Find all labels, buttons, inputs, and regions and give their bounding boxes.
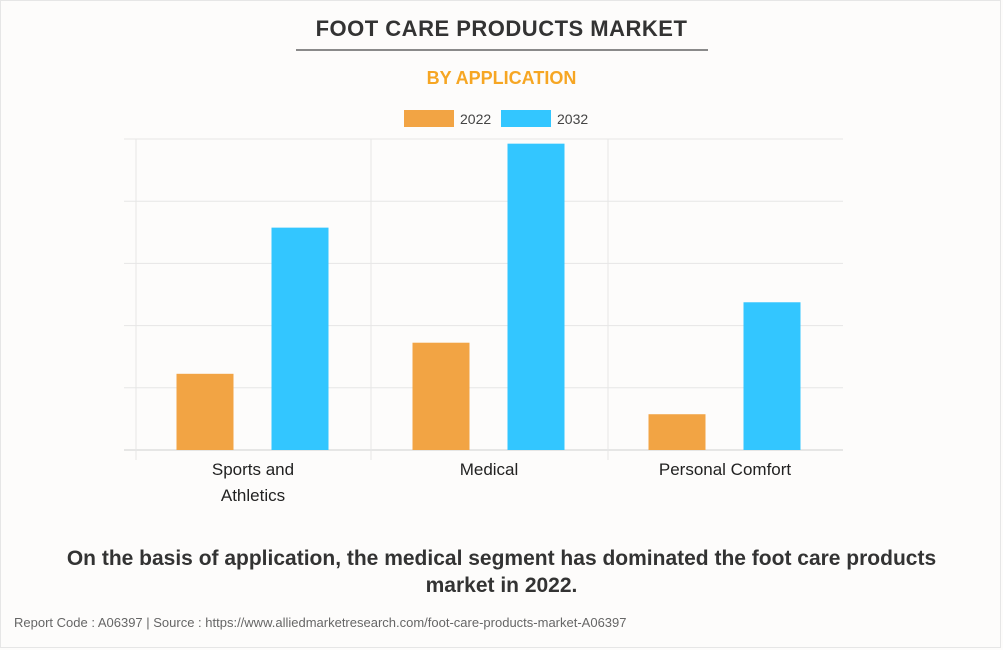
chart-caption: On the basis of application, the medical… [66,547,937,597]
x-tick-label: Personal Comfort [659,460,792,479]
bar-2032-0 [271,227,329,450]
chart-title: FOOT CARE PRODUCTS MARKET [315,16,688,41]
legend-label-2022: 2022 [460,111,491,127]
x-tick-label: Medical [460,460,519,479]
legend-label-2032: 2032 [557,111,588,127]
chart-subtitle: BY APPLICATION [426,68,577,88]
legend-swatch-2032 [501,110,551,127]
source-note: Report Code : A06397 | Source : https://… [14,615,627,630]
title-underline [296,49,708,51]
bar-2022-1 [412,342,470,450]
bar-2022-2 [648,414,706,450]
x-tick-label: Sports and [212,460,294,479]
bar-2022-0 [176,373,234,450]
bar-2032-1 [507,143,565,451]
bar-2032-2 [743,302,801,450]
bar-chart: Sports and Athletics Medical Personal Comfo… [124,110,843,505]
x-tick-label: Athletics [221,486,285,505]
legend-swatch-2022 [404,110,454,127]
